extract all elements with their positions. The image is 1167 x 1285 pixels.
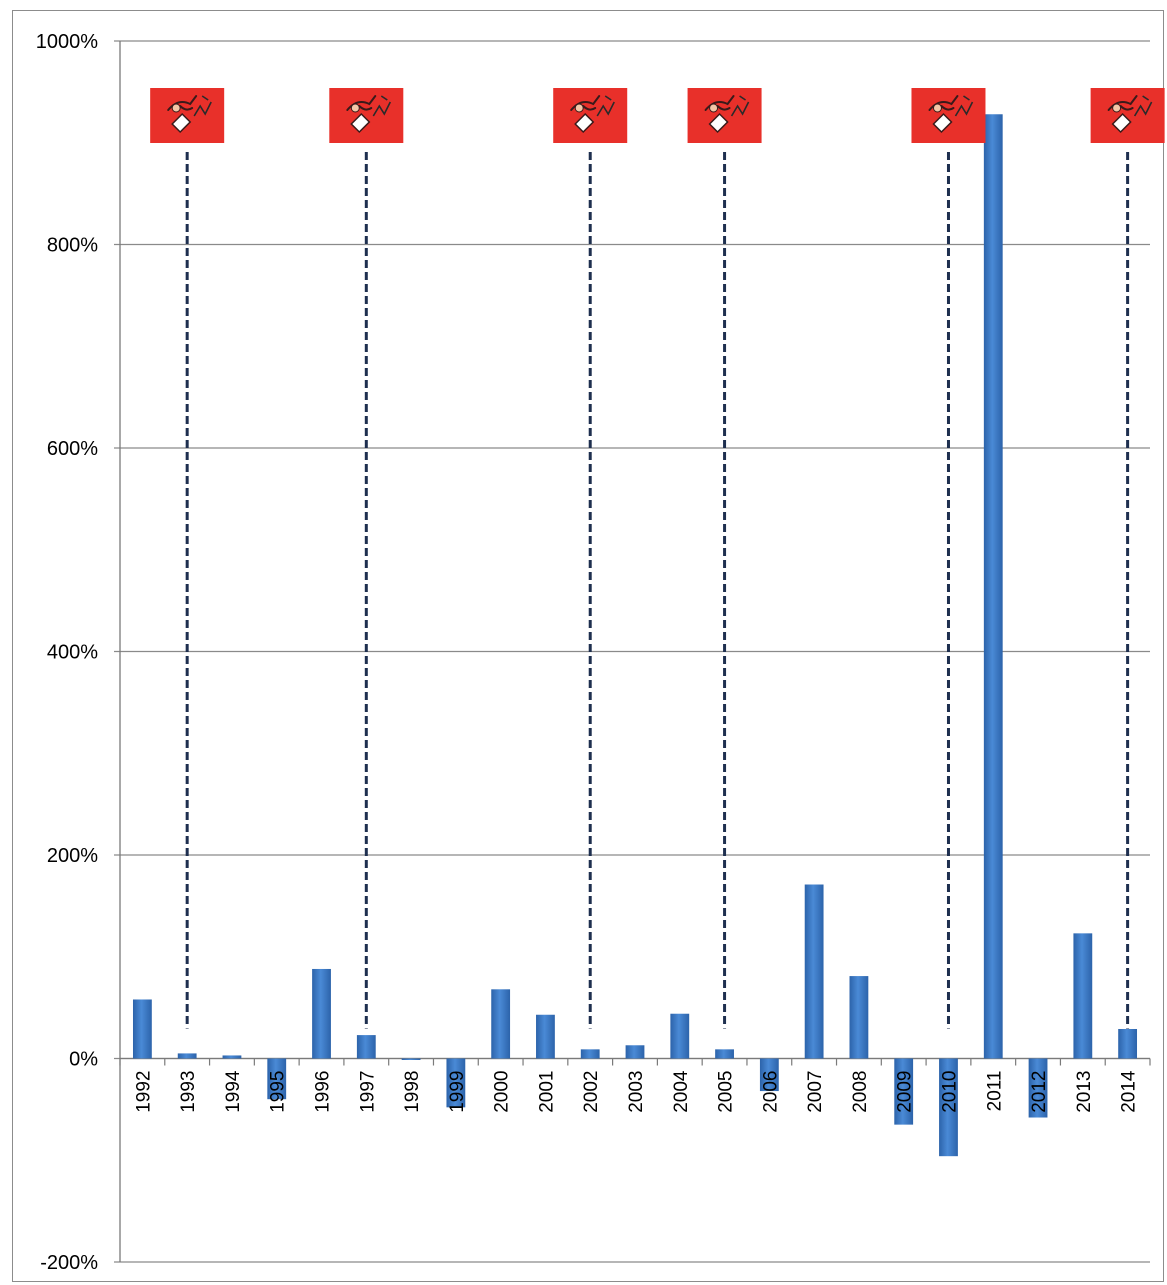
x-tick-label: 2002: [581, 1071, 602, 1113]
y-tick-label: 800%: [47, 235, 98, 257]
x-tick-label: 1994: [223, 1070, 244, 1113]
axis-labels: -200% 0% 200% 400% 600% 800% 1000% 1992 1993 1994…: [36, 31, 1140, 1274]
x-tick-label: 2004: [671, 1070, 692, 1113]
x-tick-label: 1993: [178, 1071, 199, 1113]
bar-1998: [401, 1058, 421, 1060]
voting-annotation-2010: [911, 88, 986, 1029]
bar-2006: [759, 1058, 779, 1092]
voting-hand-icon: [150, 88, 225, 143]
voting-hand-icon: [329, 88, 404, 143]
y-tick-label: 600%: [47, 438, 98, 460]
x-tick-label: 2000: [492, 1071, 513, 1113]
x-tick-label: 2003: [626, 1071, 647, 1113]
x-tick-label: 2011: [984, 1071, 1005, 1112]
bars: [132, 114, 1138, 1157]
x-tick-label: 1997: [357, 1071, 378, 1113]
bar-2011: [983, 114, 1003, 1059]
bar-1992: [132, 999, 152, 1059]
bar-2004: [670, 1013, 690, 1059]
x-tick-label: 1999: [447, 1071, 468, 1113]
bar-2007: [804, 884, 824, 1059]
bar-1995: [267, 1058, 287, 1100]
x-tick-label: 2008: [850, 1071, 871, 1113]
x-tick-label: 1996: [313, 1071, 334, 1113]
y-tick-label: 200%: [47, 845, 98, 867]
bar-2012: [1028, 1058, 1048, 1118]
bar-1996: [312, 968, 331, 1059]
voting-annotation-1993: [150, 88, 225, 1029]
x-tick-label: 1992: [133, 1071, 154, 1113]
y-tick-label: -200%: [40, 1252, 98, 1274]
x-tick-label: 2001: [536, 1071, 557, 1113]
bar-1994: [222, 1055, 242, 1059]
voting-hand-icon: [911, 88, 986, 143]
bar-2008: [849, 976, 869, 1059]
y-tick-label: 1000%: [36, 31, 98, 53]
bar-2005: [715, 1049, 734, 1059]
bar-2014: [1118, 1028, 1138, 1059]
bar-2003: [625, 1045, 645, 1059]
x-tick-label: 2012: [1029, 1071, 1050, 1113]
voting-annotation-2005: [687, 88, 762, 1029]
x-tick-label: 2014: [1119, 1070, 1140, 1113]
annotations: [150, 88, 1165, 1029]
x-tick-label: 1998: [402, 1071, 423, 1113]
x-tick-label: 2006: [760, 1071, 781, 1113]
bar-1999: [446, 1058, 466, 1108]
voting-hand-icon: [687, 88, 762, 143]
voting-hand-icon: [553, 88, 628, 143]
x-tick-label: 2010: [939, 1071, 960, 1113]
x-tick-label: 2013: [1074, 1071, 1095, 1113]
y-tick-label: 0%: [69, 1049, 98, 1071]
bar-1997: [356, 1035, 376, 1059]
x-tick-label: 2005: [716, 1071, 737, 1113]
bar-2001: [536, 1014, 555, 1059]
voting-hand-icon: [1090, 88, 1165, 143]
chart-frame: [12, 10, 1164, 1282]
voting-annotation-1997: [329, 88, 404, 1029]
bar-2013: [1073, 933, 1093, 1059]
bar-2000: [491, 989, 511, 1059]
voting-annotation-2014: [1090, 88, 1165, 1029]
x-tick-label: 2007: [805, 1071, 826, 1113]
bar-2009: [894, 1058, 914, 1125]
voting-annotation-2002: [553, 88, 628, 1029]
x-tick-label: 1995: [268, 1071, 289, 1113]
x-tick-label: 2009: [895, 1071, 916, 1113]
bar-2002: [580, 1049, 600, 1059]
bar-2010: [939, 1058, 958, 1157]
y-tick-label: 400%: [47, 642, 98, 664]
bar-1993: [177, 1053, 197, 1059]
